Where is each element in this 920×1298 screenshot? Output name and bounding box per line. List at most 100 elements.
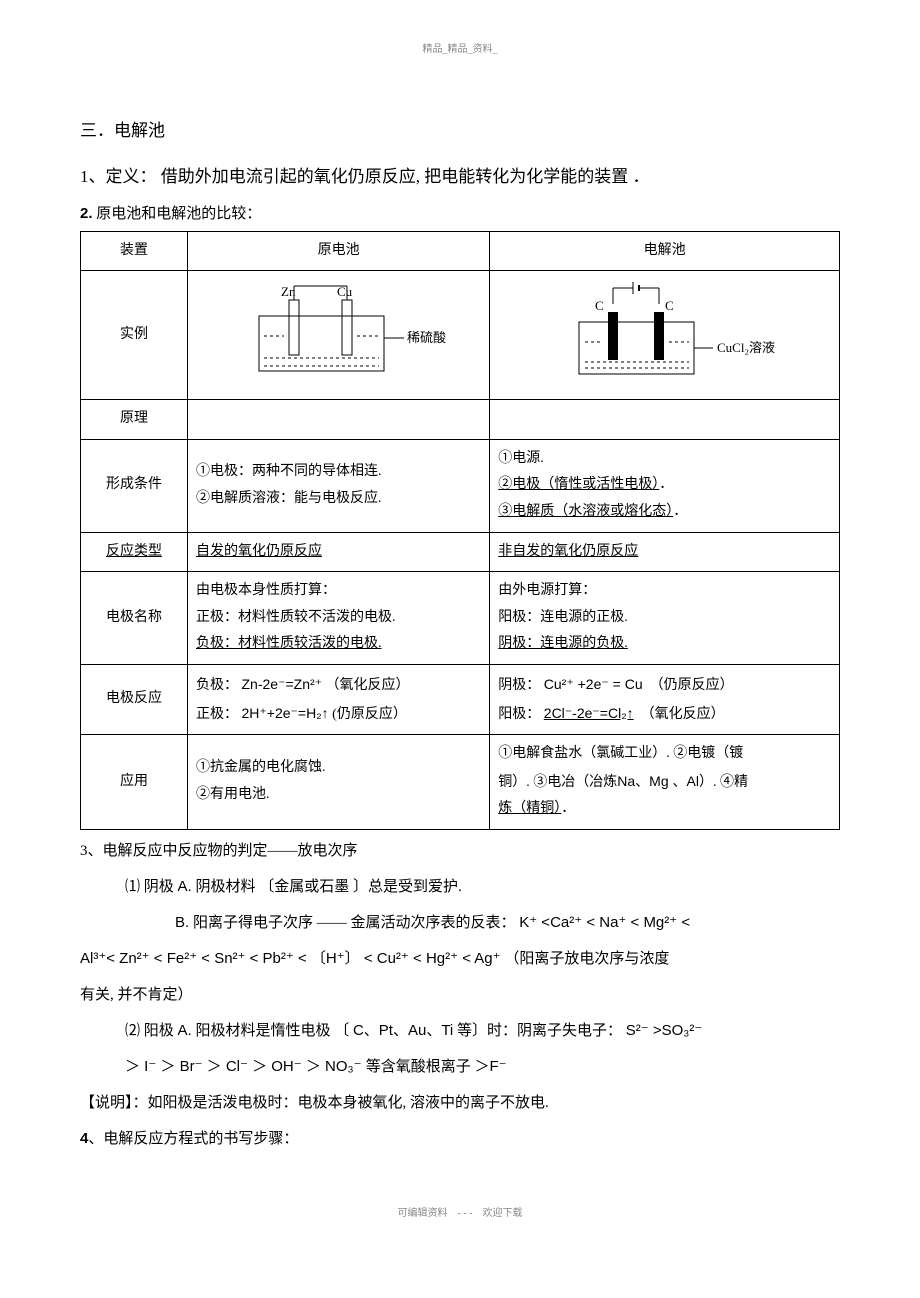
name-l3: 负极：材料性质较活泼的电极.: [196, 631, 481, 658]
cmp-body: 原电池和电解池的比较：: [96, 206, 261, 222]
principle-r: [490, 400, 840, 440]
app-r3: 炼（精铜）: [498, 801, 561, 816]
cond-left: ①电极：两种不同的导体相连. ②电解质溶液：能与电极反应.: [188, 439, 490, 532]
rl2b: 2H⁺+2e⁻=H₂↑: [242, 705, 329, 721]
comparison-table: 装置 原电池 电解池 实例 Zn Cu 稀硫酸: [80, 231, 840, 830]
name-r2: 阳极：连电源的正极.: [498, 605, 831, 632]
row-react-label: 电极反应: [81, 664, 188, 734]
definition-line: 1、定义： 借助外加电流引起的氧化仍原反应, 把电能转化为化学能的装置 ．: [80, 161, 840, 193]
rl1c: （氧化反应）: [326, 678, 410, 693]
cond-l2: ②电解质溶液：能与电极反应.: [196, 486, 481, 513]
svg-text:C: C: [665, 298, 674, 313]
row-cond-label: 形成条件: [81, 439, 188, 532]
row-principle-label: 原理: [81, 400, 188, 440]
app-right: ①电解食盐水（氯碱工业）. ②电镀（镀 铜）. ③电冶（冶炼Na、Mg 、Al）…: [490, 735, 840, 830]
app-left: ①抗金属的电化腐蚀. ②有用电池.: [188, 735, 490, 830]
p3-head: 3、电解反应中反应物的判定——放电次序: [80, 836, 840, 866]
p3-4: ＞ I⁻ ＞ Br⁻ ＞ Cl⁻ ＞ OH⁻ ＞ NO₃⁻ 等含氧酸根离子: [125, 1058, 471, 1075]
name-left: 由电极本身性质打算： 正极：材料性质较不活泼的电极. 负极：材料性质较活泼的电极…: [188, 572, 490, 665]
ions-2b: （阳离子放电次序与浓度: [504, 951, 669, 967]
cond-r2: ②电极（惰性或活性电极）．: [498, 472, 831, 499]
svg-text:C: C: [595, 298, 604, 313]
rl2a: 正极：: [196, 707, 238, 722]
rr2c: （氧化反应）: [648, 707, 725, 722]
p3-1b: A.: [178, 878, 192, 895]
row-device-label: 装置: [81, 231, 188, 271]
cmp-prefix: 2.: [80, 205, 93, 222]
type-left: 自发的氧化仍原反应: [188, 532, 490, 572]
cond-r3: ③电解质（水溶液或熔化态）．: [498, 499, 831, 526]
app-l2: ②有用电池.: [196, 782, 481, 809]
p3-2b: 阳离子得电子次序: [193, 915, 313, 931]
primary-cell-diagram: Zn Cu 稀硫酸: [188, 271, 490, 400]
p3-line1: ⑴ 阴极 A. 阴极材料 〔金属或石墨 〕总是受到爱护.: [80, 872, 840, 902]
p3-line4: ＞ I⁻ ＞ Br⁻ ＞ Cl⁻ ＞ OH⁻ ＞ NO₃⁻ 等含氧酸根离子 ＞F…: [80, 1052, 840, 1082]
p3-line3: ⑵ 阳极 A. 阳极材料是惰性电极 〔 C、Pt、Au、Ti 等〕时：阴离子失电…: [80, 1016, 840, 1046]
app-r3t: ．: [561, 801, 575, 816]
col1-head: 原电池: [188, 231, 490, 271]
app-r1t: . ②电镀（镀: [666, 746, 743, 761]
ions-line3: 有关, 并不肯定）: [80, 980, 840, 1010]
name-l2: 正极：材料性质较不活泼的电极.: [196, 605, 481, 632]
name-l1: 由电极本身性质打算：: [196, 578, 481, 605]
cond-r1: ①电源.: [498, 446, 831, 473]
p3-1c: 阴极材料 〔金属或石墨 〕总是受到爱护.: [195, 879, 461, 895]
footer-watermark: 可编辑资料 - - - 欢迎下载: [80, 1204, 840, 1219]
svg-text:稀硫酸: 稀硫酸: [407, 330, 446, 345]
rr1b: Cu²⁺ +2e⁻ = Cu: [544, 676, 643, 692]
note-body: ：如阳极是活泼电极时：电极本身被氧化, 溶液中的离子不放电.: [133, 1095, 549, 1111]
type-right: 非自发的氧化仍原反应: [490, 532, 840, 572]
svg-text:CuCl₂溶液: CuCl₂溶液: [717, 340, 775, 355]
rr2b: 2Cl⁻-2e⁻=Cl₂↑: [544, 705, 634, 721]
section-title: 三．电解池: [80, 115, 840, 147]
rl2c: (仍原反应）: [332, 707, 407, 722]
ions-1: K⁺ <Ca²⁺ < Na⁺ < Mg²⁺ <: [519, 914, 690, 931]
p4-line: 4、电解反应方程式的书写步骤：: [80, 1124, 840, 1154]
col2-head: 电解池: [490, 231, 840, 271]
compare-line: 2. 原电池和电解池的比较：: [80, 202, 840, 223]
p3-3a: ⑵ 阳极: [125, 1023, 174, 1039]
app-r2c: ）. ④精: [699, 775, 748, 790]
def-body: 借助外加电流引起的氧化仍原反应, 把电能转化为化学能的装置: [161, 167, 629, 186]
p3-3b: A.: [178, 1022, 192, 1039]
p3-line2: B. 阳离子得电子次序 —— 金属活动次序表的反表： K⁺ <Ca²⁺ < Na…: [80, 908, 840, 938]
ions-2a: Al³⁺< Zn²⁺ < Fe²⁺ < Sn²⁺ < Pb²⁺ < 〔H⁺〕 <…: [80, 950, 501, 967]
row-type-label: 反应类型: [81, 532, 188, 572]
note-line: 【说明】：如阳极是活泼电极时：电极本身被氧化, 溶液中的离子不放电.: [80, 1088, 840, 1118]
row-name-label: 电极名称: [81, 572, 188, 665]
p3-2d: 金属活动次序表的反表：: [350, 915, 515, 931]
ions-line2: Al³⁺< Zn²⁺ < Fe²⁺ < Sn²⁺ < Pb²⁺ < 〔H⁺〕 <…: [80, 944, 840, 974]
name-r3: 阴极：连电源的负极.: [498, 631, 831, 658]
app-r2: 铜）. ③电冶（冶炼: [498, 775, 617, 790]
p3-3c: 阳极材料是惰性电极 〔: [195, 1023, 349, 1039]
rl1b: Zn-2e⁻=Zn²⁺: [242, 676, 323, 692]
app-l1: ①抗金属的电化腐蚀.: [196, 755, 481, 782]
note-head: 【说明】: [80, 1095, 133, 1111]
header-watermark: 精品_精品_资料_: [80, 40, 840, 55]
react-left: 负极： Zn-2e⁻=Zn²⁺ （氧化反应） 正极： 2H⁺+2e⁻=H₂↑ (…: [188, 664, 490, 734]
name-r1: 由外电源打算：: [498, 578, 831, 605]
rr1c: （仍原反应）: [657, 678, 734, 693]
def-tail: ．: [633, 167, 650, 186]
def-prefix: 1、定义：: [80, 167, 157, 186]
p3-3e: 等〕时：阴离子失电子：: [457, 1023, 622, 1039]
p3-1a: ⑴ 阴极: [125, 879, 174, 895]
rl1a: 负极：: [196, 678, 238, 693]
row-app-label: 应用: [81, 735, 188, 830]
p3-2a: B.: [175, 914, 189, 931]
p3-3d: C、Pt、Au、Ti: [353, 1022, 453, 1039]
p3-3f: S²⁻ >SO₃²⁻: [626, 1022, 703, 1039]
principle-l: [188, 400, 490, 440]
cond-right: ①电源. ②电极（惰性或活性电极）． ③电解质（水溶液或熔化态）．: [490, 439, 840, 532]
p3-4b: ＞F⁻: [474, 1058, 506, 1075]
electrolysis-cell-diagram: C C CuCl₂溶液: [490, 271, 840, 400]
p4-body: 、电解反应方程式的书写步骤：: [88, 1131, 298, 1147]
app-r1: ①电解食盐水（氯碱工业）: [498, 746, 666, 761]
row-example-label: 实例: [81, 271, 188, 400]
app-r2b: Na、Mg 、Al: [617, 773, 699, 789]
name-right: 由外电源打算： 阳极：连电源的正极. 阴极：连电源的负极.: [490, 572, 840, 665]
cond-l1: ①电极：两种不同的导体相连.: [196, 459, 481, 486]
rr1a: 阴极：: [498, 678, 540, 693]
react-right: 阴极： Cu²⁺ +2e⁻ = Cu （仍原反应） 阳极： 2Cl⁻-2e⁻=C…: [490, 664, 840, 734]
rr2a: 阳极：: [498, 707, 540, 722]
